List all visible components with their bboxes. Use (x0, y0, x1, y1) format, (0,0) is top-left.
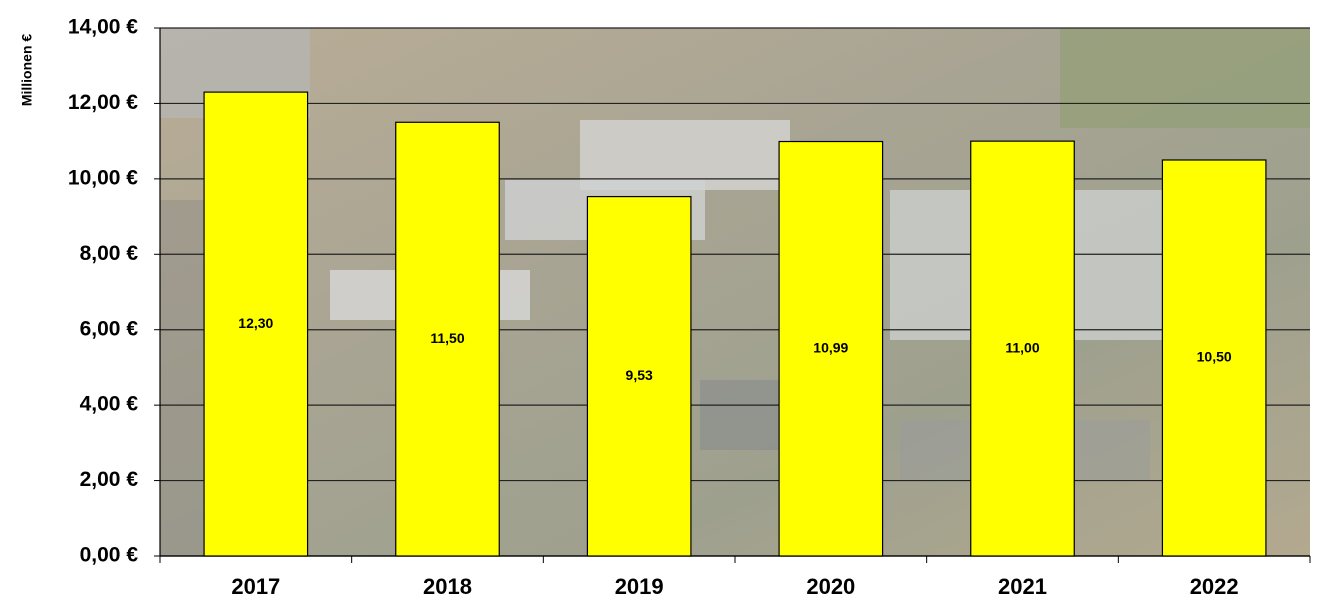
value-label: 10,50 (1197, 349, 1232, 365)
y-axis-label: Millionen € (19, 34, 35, 107)
x-tick-label: 2021 (998, 574, 1047, 599)
bar (203, 91, 309, 557)
x-tick-label: 2017 (231, 574, 280, 599)
background-photo (160, 28, 1310, 556)
value-label: 11,50 (430, 330, 464, 346)
value-label: 11,00 (1005, 339, 1039, 355)
value-label: 12,30 (238, 315, 273, 331)
y-tick-label: 8,00 € (80, 242, 139, 265)
y-tick-label: 6,00 € (80, 317, 139, 340)
value-label: 9,53 (626, 367, 653, 383)
x-tick-label: 2022 (1190, 574, 1239, 599)
y-tick-label: 2,00 € (80, 468, 139, 491)
bar (586, 195, 692, 557)
x-tick-label: 2019 (615, 574, 664, 599)
y-tick-label: 14,00 € (68, 16, 138, 39)
bar (778, 140, 884, 557)
y-tick-label: 4,00 € (80, 393, 139, 416)
bar (1161, 159, 1267, 557)
bar (970, 140, 1075, 557)
x-tick-label: 2018 (423, 574, 472, 599)
y-tick-label: 10,00 € (68, 166, 138, 189)
bar (395, 121, 500, 557)
value-label: 10,99 (813, 339, 848, 355)
x-tick-label: 2020 (806, 574, 855, 599)
y-tick-label: 0,00 € (80, 544, 139, 567)
y-tick-label: 12,00 € (68, 91, 138, 114)
